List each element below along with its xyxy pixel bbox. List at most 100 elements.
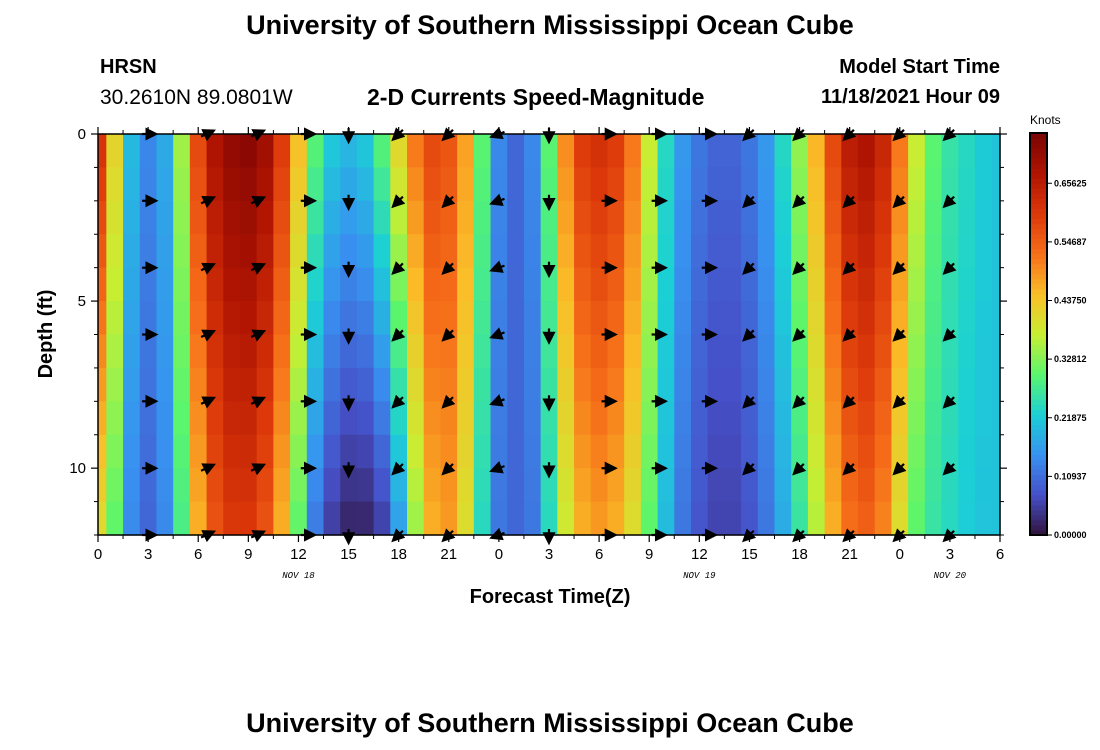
heat-cell	[123, 468, 141, 503]
y-axis-title: Depth (ft)	[35, 290, 57, 379]
heat-cell	[457, 334, 475, 369]
heat-cell	[991, 434, 1001, 469]
heat-cell	[674, 234, 692, 269]
colorbar-segment	[1030, 439, 1047, 446]
heat-cell	[290, 234, 308, 269]
heat-cell	[106, 200, 124, 235]
heat-cell	[390, 267, 408, 302]
heat-cell	[941, 200, 959, 235]
heat-cell	[941, 401, 959, 436]
heat-cell	[306, 401, 325, 436]
heat-cell	[523, 334, 542, 369]
heat-cell	[724, 334, 742, 369]
heat-cell	[390, 167, 408, 202]
heat-cell	[891, 200, 909, 235]
heat-cell	[256, 468, 274, 503]
colorbar-segment	[1030, 399, 1047, 405]
heat-cell	[824, 167, 842, 202]
heat-cell	[206, 468, 224, 503]
colorbar-segment	[1030, 228, 1047, 235]
heat-cell	[574, 434, 592, 469]
heat-cell	[991, 301, 1001, 336]
heat-cell	[473, 468, 492, 503]
heat-cell	[523, 200, 542, 235]
heat-cell	[273, 134, 291, 169]
heat-cell	[173, 401, 191, 436]
heat-cell	[457, 301, 475, 336]
heat-cell	[239, 301, 258, 336]
heat-cell	[958, 301, 976, 336]
colorbar-segment	[1030, 243, 1047, 250]
current-vector-arrow	[391, 327, 406, 342]
heat-cell	[991, 200, 1001, 235]
heat-cell	[98, 134, 107, 169]
heat-cell	[540, 301, 558, 336]
heat-cell	[874, 468, 893, 503]
heat-cell	[440, 334, 458, 369]
heat-cell	[523, 167, 542, 202]
heat-cell	[323, 468, 341, 503]
heat-cell	[457, 501, 475, 536]
heat-cell	[173, 367, 191, 402]
heat-cell	[924, 301, 943, 336]
heat-cell	[674, 367, 692, 402]
heat-cell	[557, 167, 575, 202]
heat-cell	[858, 301, 876, 336]
heat-cell	[640, 401, 659, 436]
heat-cell	[156, 134, 174, 169]
heat-cell	[891, 501, 909, 536]
heat-cell	[791, 267, 809, 302]
colorbar-segment	[1030, 384, 1047, 390]
heat-cell	[139, 167, 158, 202]
heat-cell	[273, 267, 291, 302]
heat-cell	[407, 434, 425, 469]
heat-cell	[457, 200, 475, 235]
heat-cell	[757, 501, 776, 536]
heat-cell	[523, 134, 542, 169]
colorbar-segment	[1030, 158, 1047, 164]
heat-cell	[741, 434, 759, 469]
heat-cell	[206, 501, 224, 536]
heat-cell	[189, 501, 208, 536]
heat-cell	[607, 301, 625, 336]
current-vector-arrow	[489, 394, 505, 407]
heat-cell	[106, 401, 124, 436]
heat-cell	[407, 367, 425, 402]
heat-cell	[741, 267, 759, 302]
current-vector-arrow	[892, 394, 907, 409]
heat-cell	[473, 134, 492, 169]
heat-cell	[590, 134, 609, 169]
heat-cell	[924, 468, 943, 503]
heat-cell	[106, 267, 124, 302]
heat-cell	[373, 367, 391, 402]
heat-cell	[423, 334, 442, 369]
heat-cell	[457, 234, 475, 269]
heat-cell	[624, 167, 642, 202]
heat-cell	[189, 301, 208, 336]
colorbar-segment	[1030, 524, 1047, 531]
heat-cell	[924, 434, 943, 469]
heat-cell	[791, 301, 809, 336]
heat-cell	[423, 501, 442, 536]
heat-cell	[440, 301, 458, 336]
heat-cell	[156, 234, 174, 269]
heat-cell	[373, 501, 391, 536]
heat-cell	[490, 301, 508, 336]
heat-cell	[624, 334, 642, 369]
heat-cell	[323, 501, 341, 536]
heat-cell	[156, 200, 174, 235]
colorbar-segment	[1030, 514, 1047, 521]
heat-cell	[273, 200, 291, 235]
heat-cell	[757, 267, 776, 302]
heat-cell	[858, 434, 876, 469]
heat-cell	[273, 501, 291, 536]
heat-cell	[507, 401, 525, 436]
colorbar-segment	[1030, 489, 1047, 496]
heat-cell	[540, 367, 558, 402]
heat-cell	[490, 501, 508, 536]
heat-cell	[273, 434, 291, 469]
colorbar-segment	[1030, 303, 1047, 310]
heat-cell	[657, 200, 675, 235]
heat-cell	[139, 468, 158, 503]
colorbar-segment	[1030, 133, 1047, 139]
